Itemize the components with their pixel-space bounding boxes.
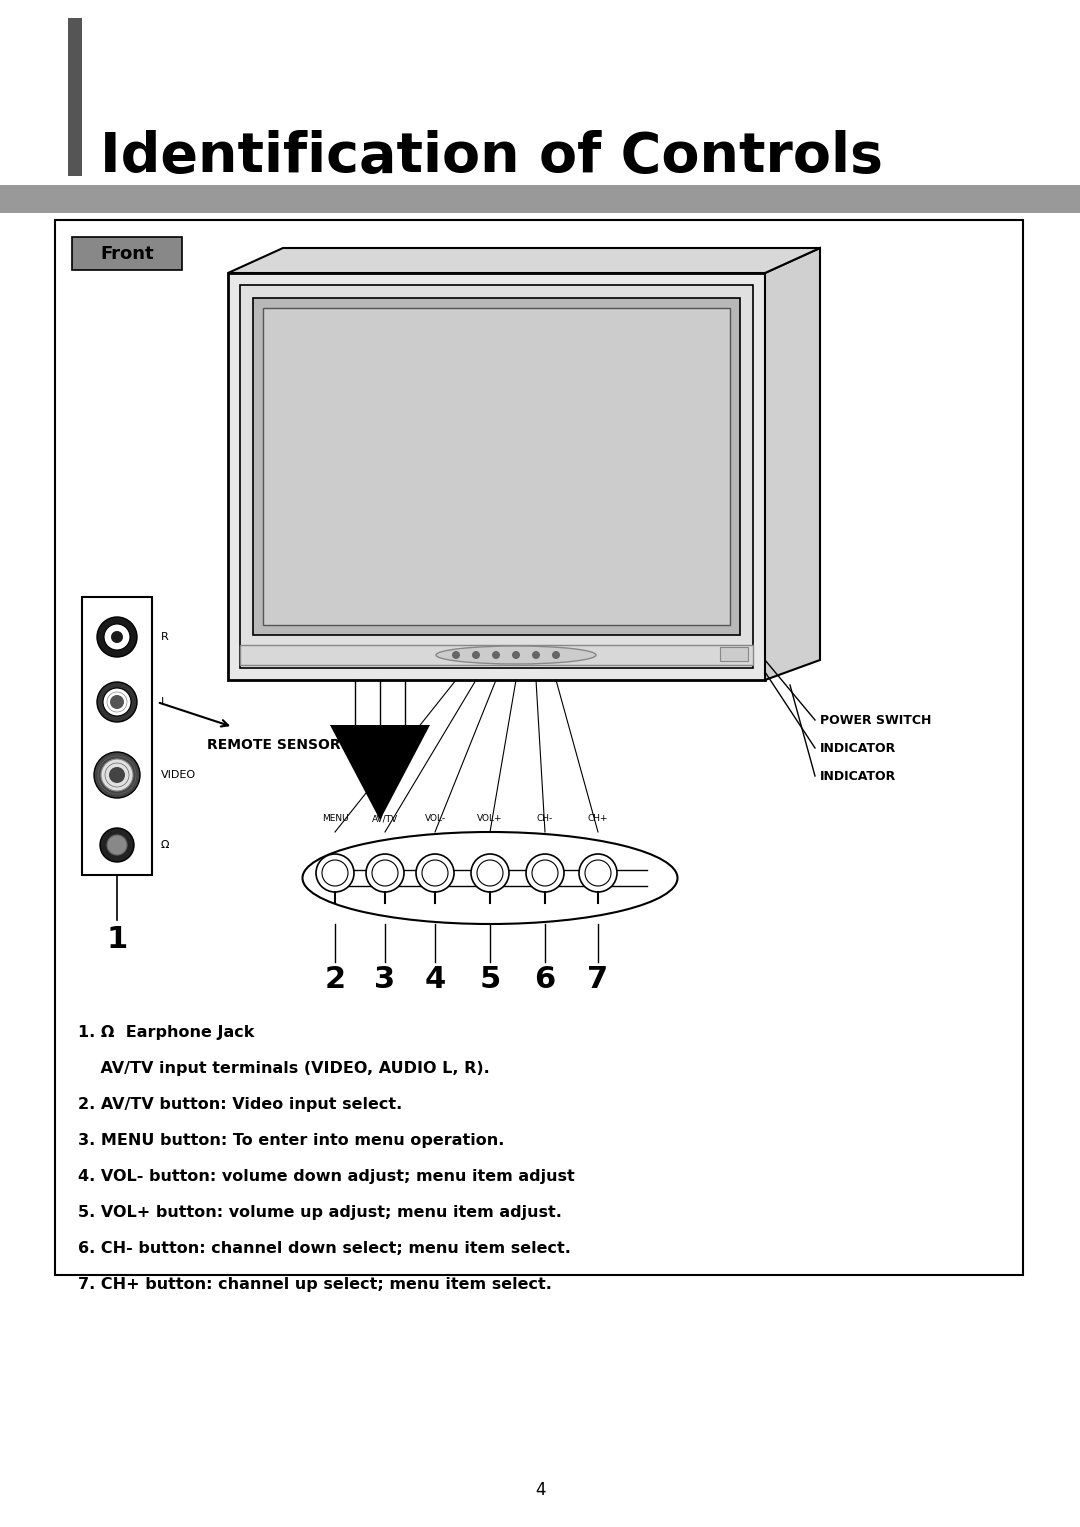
Circle shape	[492, 651, 500, 660]
Text: VOL-: VOL-	[424, 814, 446, 823]
FancyBboxPatch shape	[228, 273, 765, 680]
Text: 4: 4	[535, 1481, 545, 1500]
Circle shape	[111, 631, 123, 643]
Circle shape	[471, 854, 509, 892]
Circle shape	[107, 835, 127, 855]
Text: AV/TV: AV/TV	[372, 814, 399, 823]
Text: INDICATOR: INDICATOR	[820, 770, 896, 782]
FancyBboxPatch shape	[720, 647, 748, 661]
Circle shape	[552, 651, 561, 660]
Text: R: R	[161, 632, 168, 641]
Circle shape	[532, 860, 558, 886]
Text: Ω: Ω	[161, 840, 170, 851]
Text: 5: 5	[480, 965, 501, 994]
Circle shape	[100, 828, 134, 863]
Circle shape	[416, 854, 454, 892]
Polygon shape	[765, 247, 820, 680]
Text: 5. VOL+ button: volume up adjust; menu item adjust.: 5. VOL+ button: volume up adjust; menu i…	[78, 1205, 562, 1220]
Circle shape	[97, 683, 137, 722]
Text: L: L	[161, 696, 167, 707]
Text: CH+: CH+	[588, 814, 608, 823]
Circle shape	[579, 854, 617, 892]
Text: 3. MENU button: To enter into menu operation.: 3. MENU button: To enter into menu opera…	[78, 1133, 504, 1148]
Text: 2: 2	[324, 965, 346, 994]
Circle shape	[512, 651, 519, 660]
Text: AV/TV input terminals (VIDEO, AUDIO L, R).: AV/TV input terminals (VIDEO, AUDIO L, R…	[78, 1061, 489, 1077]
Circle shape	[366, 854, 404, 892]
Text: VIDEO: VIDEO	[161, 770, 197, 780]
Circle shape	[526, 854, 564, 892]
FancyBboxPatch shape	[0, 185, 1080, 212]
Circle shape	[585, 860, 611, 886]
Text: 6: 6	[535, 965, 555, 994]
FancyBboxPatch shape	[240, 644, 753, 664]
Circle shape	[102, 759, 133, 791]
Text: 1. Ω  Earphone Jack: 1. Ω Earphone Jack	[78, 1025, 255, 1040]
Circle shape	[109, 767, 125, 783]
Circle shape	[532, 651, 540, 660]
Text: INDICATOR: INDICATOR	[820, 742, 896, 754]
Circle shape	[97, 617, 137, 657]
Text: Identification of Controls: Identification of Controls	[100, 130, 883, 183]
Text: CH-: CH-	[537, 814, 553, 823]
Text: 1: 1	[106, 925, 127, 954]
Ellipse shape	[436, 646, 596, 664]
Text: Front: Front	[100, 244, 153, 263]
FancyBboxPatch shape	[68, 18, 82, 176]
Circle shape	[372, 860, 399, 886]
FancyBboxPatch shape	[55, 220, 1023, 1275]
Text: 7: 7	[588, 965, 608, 994]
Circle shape	[477, 860, 503, 886]
Text: REMOTE SENSOR: REMOTE SENSOR	[207, 738, 340, 751]
FancyBboxPatch shape	[240, 286, 753, 667]
Circle shape	[453, 651, 460, 660]
Ellipse shape	[302, 832, 677, 924]
FancyBboxPatch shape	[253, 298, 740, 635]
Circle shape	[422, 860, 448, 886]
Text: MENU: MENU	[322, 814, 349, 823]
Circle shape	[110, 695, 124, 709]
Text: 6. CH- button: channel down select; menu item select.: 6. CH- button: channel down select; menu…	[78, 1241, 571, 1257]
FancyBboxPatch shape	[82, 597, 152, 875]
Text: 2. AV/TV button: Video input select.: 2. AV/TV button: Video input select.	[78, 1096, 402, 1112]
Circle shape	[472, 651, 480, 660]
Polygon shape	[228, 247, 820, 273]
Polygon shape	[330, 725, 430, 820]
Circle shape	[103, 689, 131, 716]
FancyBboxPatch shape	[264, 308, 730, 625]
Text: 4: 4	[424, 965, 446, 994]
Circle shape	[316, 854, 354, 892]
Text: 4. VOL- button: volume down adjust; menu item adjust: 4. VOL- button: volume down adjust; menu…	[78, 1170, 575, 1183]
Text: 3: 3	[375, 965, 395, 994]
Circle shape	[94, 751, 140, 799]
FancyBboxPatch shape	[72, 237, 183, 270]
Circle shape	[104, 625, 130, 651]
Text: 7. CH+ button: channel up select; menu item select.: 7. CH+ button: channel up select; menu i…	[78, 1277, 552, 1292]
Text: VOL+: VOL+	[477, 814, 503, 823]
Circle shape	[322, 860, 348, 886]
Text: POWER SWITCH: POWER SWITCH	[820, 713, 931, 727]
